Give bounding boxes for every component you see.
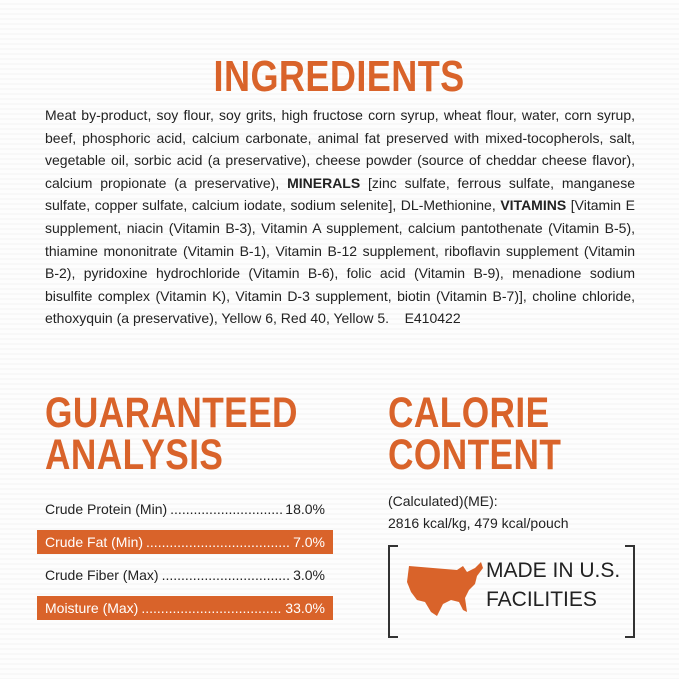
left-bracket	[388, 545, 398, 638]
lot-code: E410422	[404, 310, 461, 327]
analysis-row: Crude Fiber (Max)3.0%	[37, 563, 333, 587]
usa-map-icon	[407, 562, 483, 616]
analysis-row: Crude Protein (Min)18.0%	[37, 497, 333, 521]
right-bracket	[625, 545, 635, 638]
made-in-usa-badge: MADE IN U.S. FACILITIES	[486, 559, 621, 611]
calorie-content-text: (Calculated)(ME): 2816 kcal/kg, 479 kcal/…	[388, 493, 569, 531]
ingredients-title: INGREDIENTS	[213, 52, 466, 101]
analysis-row: Crude Fat (Min)7.0%	[37, 530, 333, 554]
ingredients-list: Meat by-product, soy flour, soy grits, h…	[45, 107, 636, 327]
analysis-row: Moisture (Max)33.0%	[37, 596, 333, 620]
guaranteed-analysis-title: GUARANTEED ANALYSIS	[45, 389, 298, 479]
calorie-content-title: CALORIE CONTENT	[388, 389, 562, 479]
